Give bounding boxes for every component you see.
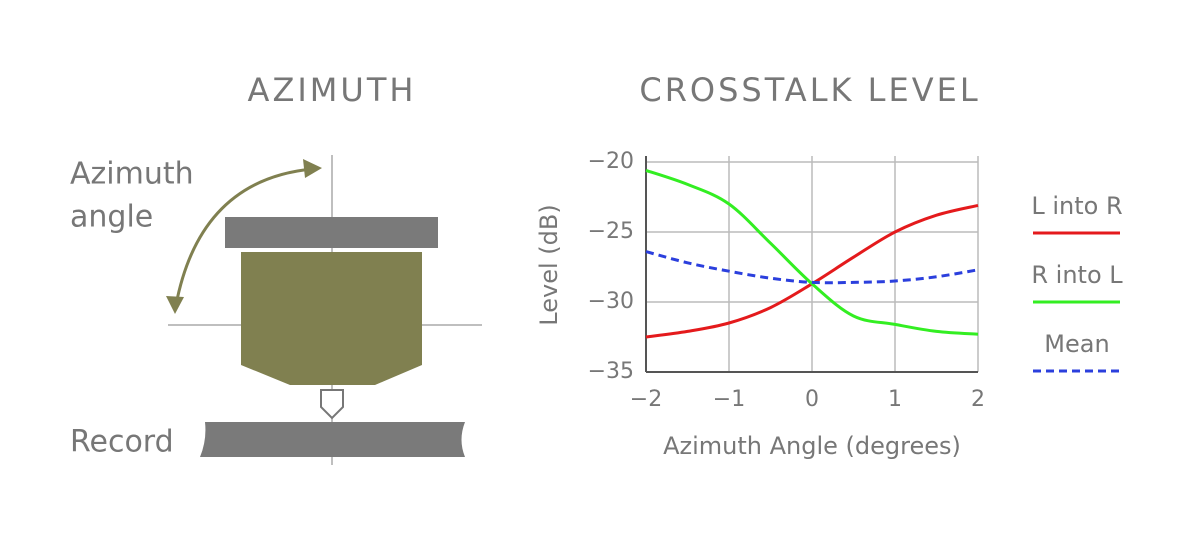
y-axis-label: Level (dB) [535,204,563,325]
y-tick-label: −20 [588,149,634,174]
legend-label: Mean [1044,330,1109,358]
record-label: Record [70,425,174,460]
legend-label: L into R [1031,192,1122,220]
series-line [645,250,979,285]
record [200,422,465,457]
arrow-head [166,296,184,314]
x-tick-label: 1 [888,387,902,412]
cartridge [241,252,422,385]
x-tick-label: −1 [713,387,745,412]
legend-label: R into L [1031,261,1123,289]
x-tick-label: 2 [971,387,985,412]
head-mount [225,217,438,248]
rotation-arrow [174,167,313,306]
diagram-title: AZIMUTH [248,71,417,109]
x-axis-label: Azimuth Angle (degrees) [663,432,961,460]
chart-title: CROSSTALK LEVEL [639,71,980,109]
y-tick-label: −30 [588,289,634,314]
stylus [320,389,344,420]
x-tick-label: −2 [630,387,662,412]
arrow-head [303,159,322,178]
angle-label: Azimuth [70,157,194,192]
y-tick-label: −35 [588,359,634,384]
angle-label: angle [70,200,153,235]
y-tick-label: −25 [588,219,634,244]
x-tick-label: 0 [805,387,819,412]
